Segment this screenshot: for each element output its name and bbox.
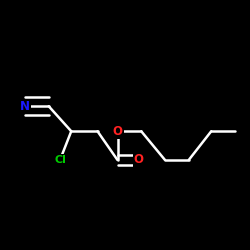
Text: Cl: Cl — [54, 155, 66, 165]
Text: O: O — [134, 154, 144, 166]
Text: O: O — [112, 125, 122, 138]
Text: N: N — [20, 100, 30, 113]
